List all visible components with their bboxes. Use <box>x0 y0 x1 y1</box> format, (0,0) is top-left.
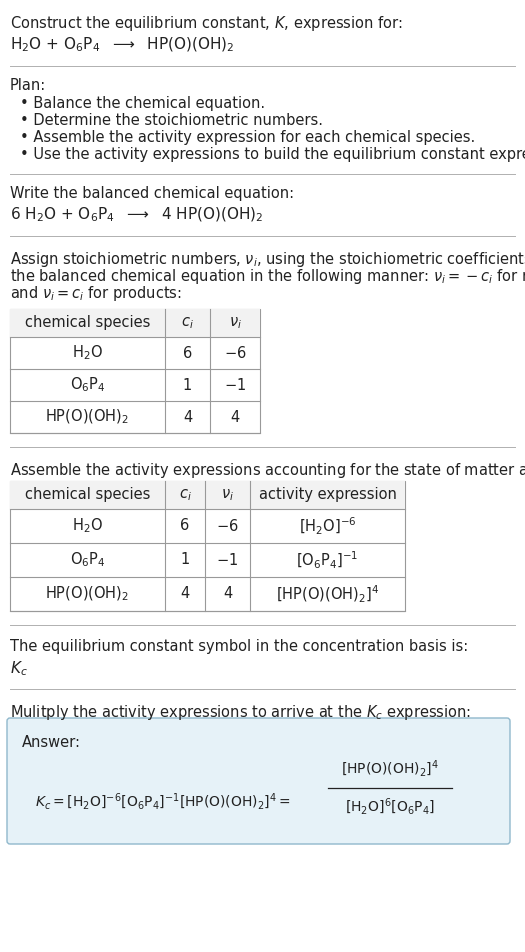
Text: $\nu_i$: $\nu_i$ <box>228 315 242 331</box>
Text: $\nu_i$: $\nu_i$ <box>221 487 234 503</box>
Text: 1: 1 <box>181 552 190 567</box>
Text: $[\mathrm{O_6P_4}]^{-1}$: $[\mathrm{O_6P_4}]^{-1}$ <box>297 549 359 570</box>
Bar <box>10 481 405 611</box>
Text: H$_2$O + O$_6$P$_4$  $\longrightarrow$  HP(O)(OH)$_2$: H$_2$O + O$_6$P$_4$ $\longrightarrow$ HP… <box>10 36 234 54</box>
Text: 4: 4 <box>183 409 192 425</box>
Text: 4: 4 <box>181 586 190 602</box>
Text: • Assemble the activity expression for each chemical species.: • Assemble the activity expression for e… <box>20 130 475 145</box>
Text: 4: 4 <box>230 409 239 425</box>
Text: the balanced chemical equation in the following manner: $\nu_i = -c_i$ for react: the balanced chemical equation in the fo… <box>10 267 525 286</box>
Text: $K_c$: $K_c$ <box>10 659 28 678</box>
Text: HP(O)(OH)$_2$: HP(O)(OH)$_2$ <box>45 407 130 426</box>
FancyBboxPatch shape <box>7 718 510 844</box>
Text: chemical species: chemical species <box>25 315 150 330</box>
Text: $-1$: $-1$ <box>216 552 238 568</box>
Text: $K_c = [\mathrm{H_2O}]^{-6}[\mathrm{O_6P_4}]^{-1}[\mathrm{HP(O)(OH)_2}]^{4}=$: $K_c = [\mathrm{H_2O}]^{-6}[\mathrm{O_6P… <box>35 792 291 812</box>
Text: O$_6$P$_4$: O$_6$P$_4$ <box>70 550 105 569</box>
Text: • Determine the stoichiometric numbers.: • Determine the stoichiometric numbers. <box>20 113 323 128</box>
Text: Plan:: Plan: <box>10 78 46 93</box>
Text: • Use the activity expressions to build the equilibrium constant expression.: • Use the activity expressions to build … <box>20 147 525 162</box>
Text: Construct the equilibrium constant, $K$, expression for:: Construct the equilibrium constant, $K$,… <box>10 14 403 33</box>
Text: The equilibrium constant symbol in the concentration basis is:: The equilibrium constant symbol in the c… <box>10 639 468 654</box>
Text: $c_i$: $c_i$ <box>181 315 194 331</box>
Text: 4: 4 <box>223 586 232 602</box>
Text: Assign stoichiometric numbers, $\nu_i$, using the stoichiometric coefficients, $: Assign stoichiometric numbers, $\nu_i$, … <box>10 250 525 269</box>
Text: H$_2$O: H$_2$O <box>72 344 103 363</box>
Bar <box>10 481 405 509</box>
Text: $[\mathrm{HP(O)(OH)_2}]^{4}$: $[\mathrm{HP(O)(OH)_2}]^{4}$ <box>276 584 379 605</box>
Text: Mulitply the activity expressions to arrive at the $K_c$ expression:: Mulitply the activity expressions to arr… <box>10 703 471 722</box>
Text: Write the balanced chemical equation:: Write the balanced chemical equation: <box>10 186 294 201</box>
Text: $[\mathrm{HP(O)(OH)_2}]^{4}$: $[\mathrm{HP(O)(OH)_2}]^{4}$ <box>341 759 439 779</box>
Text: activity expression: activity expression <box>258 487 396 503</box>
Text: $-6$: $-6$ <box>224 345 246 361</box>
Text: 1: 1 <box>183 378 192 392</box>
Text: Assemble the activity expressions accounting for the state of matter and $\nu_i$: Assemble the activity expressions accoun… <box>10 461 525 480</box>
Text: Answer:: Answer: <box>22 735 81 750</box>
Text: $-6$: $-6$ <box>216 518 239 534</box>
Bar <box>10 309 260 337</box>
Text: $[\mathrm{H_2O}]^{6}[\mathrm{O_6P_4}]$: $[\mathrm{H_2O}]^{6}[\mathrm{O_6P_4}]$ <box>345 797 435 817</box>
Text: O$_6$P$_4$: O$_6$P$_4$ <box>70 376 105 394</box>
Text: HP(O)(OH)$_2$: HP(O)(OH)$_2$ <box>45 585 130 604</box>
Text: $-1$: $-1$ <box>224 377 246 393</box>
Text: H$_2$O: H$_2$O <box>72 517 103 535</box>
Text: chemical species: chemical species <box>25 487 150 503</box>
Text: and $\nu_i = c_i$ for products:: and $\nu_i = c_i$ for products: <box>10 284 182 303</box>
Text: 6: 6 <box>181 519 190 533</box>
Text: 6 H$_2$O + O$_6$P$_4$  $\longrightarrow$  4 HP(O)(OH)$_2$: 6 H$_2$O + O$_6$P$_4$ $\longrightarrow$ … <box>10 206 264 225</box>
Text: $c_i$: $c_i$ <box>178 487 192 503</box>
Bar <box>10 309 260 433</box>
Text: • Balance the chemical equation.: • Balance the chemical equation. <box>20 96 265 111</box>
Text: 6: 6 <box>183 346 192 361</box>
Text: $[\mathrm{H_2O}]^{-6}$: $[\mathrm{H_2O}]^{-6}$ <box>299 515 356 537</box>
